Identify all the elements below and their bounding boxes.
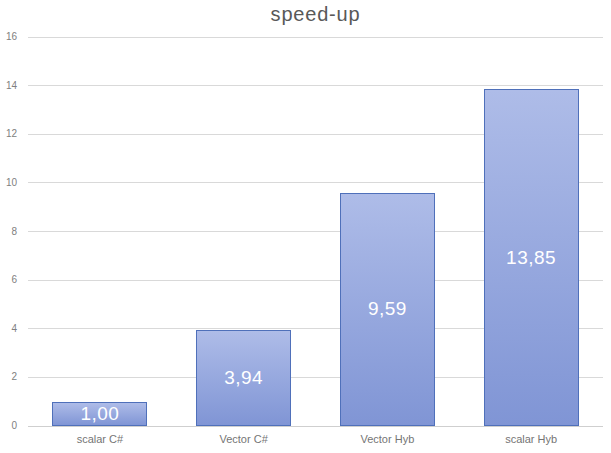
- y-tick-label: 4: [0, 322, 17, 336]
- chart-title: speed-up: [28, 1, 603, 27]
- y-tick-label: 8: [0, 225, 17, 239]
- x-category-label: Vector Hyb: [316, 432, 460, 446]
- bar-vector-hyb: 9,59: [340, 193, 435, 426]
- bar-scalar-c-: 1,00: [52, 402, 147, 426]
- bar-value-label: 13,85: [506, 247, 556, 269]
- y-tick-label: 12: [0, 127, 17, 141]
- y-tick-label: 10: [0, 176, 17, 190]
- y-tick-label: 6: [0, 273, 17, 287]
- x-category-label: Vector C#: [172, 432, 316, 446]
- x-category-label: scalar C#: [28, 432, 172, 446]
- bar-vector-c-: 3,94: [196, 330, 291, 426]
- y-tick-label: 14: [0, 79, 17, 93]
- bar-scalar-hyb: 13,85: [484, 89, 579, 426]
- bar-chart: speed-up 0 2 4 6 8 10 12 14 16 1,00 scalar C# 3,94 V…: [0, 0, 611, 453]
- bar-value-label: 9,59: [368, 298, 407, 320]
- gridline: [28, 85, 603, 86]
- y-tick-label: 2: [0, 370, 17, 384]
- bar-value-label: 1,00: [80, 403, 119, 425]
- y-tick-label: 0: [0, 419, 17, 433]
- y-tick-label: 16: [0, 30, 17, 44]
- bar-value-label: 3,94: [224, 367, 263, 389]
- gridline: [28, 37, 603, 38]
- x-category-label: scalar Hyb: [459, 432, 603, 446]
